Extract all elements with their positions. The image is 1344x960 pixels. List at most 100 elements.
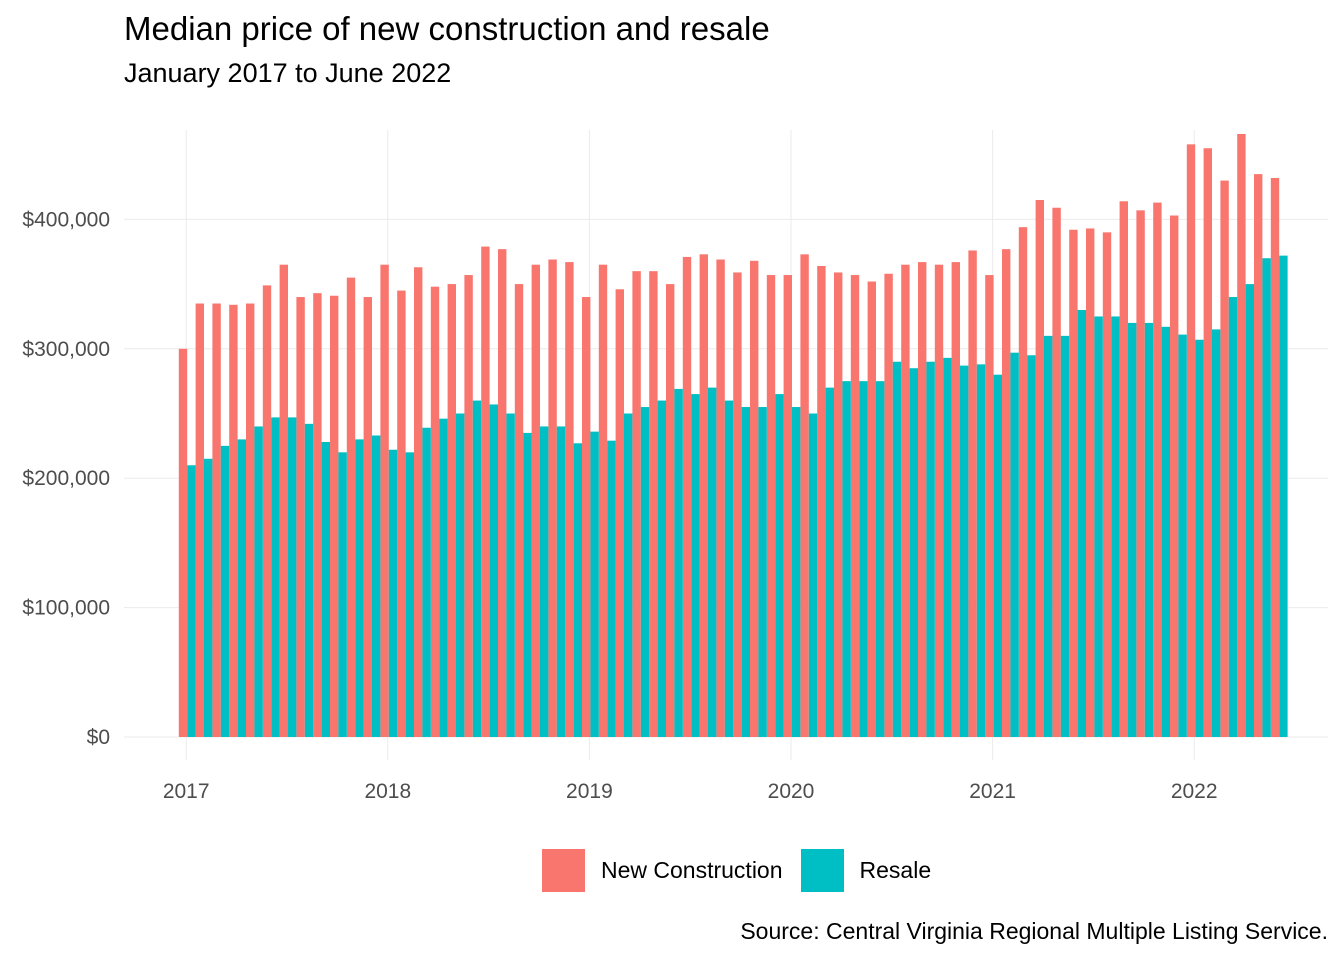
legend-key-resale [800,848,844,892]
resale-bar [489,404,498,737]
x-tick-label: 2018 [364,780,411,803]
resale-bar [724,400,734,737]
resale-bar [1178,334,1187,737]
new-construction-bar [565,262,574,737]
resale-bar [825,387,834,737]
new-construction-bar [1186,144,1196,738]
x-tick-label: 2021 [969,780,1016,803]
new-construction-bar [582,297,591,737]
new-construction-bar [649,271,658,737]
resale-bar [372,435,381,737]
resale-bar [926,361,935,737]
resale-bar [338,452,347,737]
y-tick-label: $400,000 [22,208,110,231]
new-construction-bar [380,264,389,737]
new-construction-bar [834,272,843,737]
resale-bar [758,407,767,737]
resale-bar [657,400,666,737]
resale-bar [1195,339,1204,737]
new-construction-bar [346,277,356,737]
legend-label-resale: Resale [859,856,932,883]
resale-bar [590,431,599,737]
resale-bar [472,400,482,737]
resale-bar [271,417,280,737]
new-construction-bar [682,256,692,737]
resale-bar [1212,329,1221,737]
new-construction-bar [363,297,372,737]
resale-bar [1128,322,1137,737]
new-construction-bar [884,273,893,737]
new-construction-bar [1153,202,1162,737]
new-construction-bar [414,267,423,737]
resale-bar [506,413,515,737]
resale-bar [556,426,566,737]
resale-bar [808,413,818,737]
resale-bar [960,365,969,737]
new-construction-bar [666,284,675,737]
resale-bar [859,381,868,737]
new-construction-bar [397,290,406,737]
new-construction-bar [1052,207,1061,737]
new-construction-bar [1203,148,1212,738]
resale-bar [792,407,801,737]
new-construction-bar [968,250,977,737]
y-axis-ticks: $0 $100,000 $200,000 $300,000 $400,000 [22,208,110,749]
new-construction-bar [951,262,960,737]
new-construction-bar [279,264,288,737]
new-construction-bar [1136,210,1145,738]
new-construction-bar [481,246,490,737]
new-construction-bar [1170,215,1179,737]
new-construction-bar [212,303,221,737]
new-construction-bar [934,264,944,737]
resale-bar [439,418,448,737]
new-construction-bar [699,254,708,737]
resale-bar [993,374,1002,737]
resale-bar [355,439,364,737]
resale-bar [1111,316,1120,737]
resale-bar [288,417,297,737]
new-construction-bar [514,284,524,737]
resale-bar [422,427,431,737]
new-construction-bar [330,295,339,737]
new-construction-bar [716,259,725,737]
new-construction-bar [1270,177,1280,738]
new-construction-bar [615,289,624,737]
new-construction-bar [1119,201,1128,737]
x-tick-label: 2017 [163,780,210,803]
resale-bar [708,387,717,737]
new-construction-bar [296,297,305,737]
resale-bar [1228,297,1238,737]
new-construction-bar [1002,249,1011,737]
resale-bar [1077,309,1086,737]
new-construction-bar [178,348,188,737]
new-construction-bar [733,272,742,737]
resale-bar [674,388,683,737]
legend-label-new-construction: New Construction [601,856,783,883]
resale-bar [220,445,230,737]
new-construction-bar [850,275,860,737]
x-tick-label: 2019 [566,780,613,803]
resale-bar [388,449,398,737]
resale-bar [237,439,246,737]
new-construction-bar [1035,199,1044,738]
resale-bar [876,381,885,737]
new-construction-bar [783,275,792,737]
new-construction-bar [867,281,876,737]
new-construction-bar [548,259,557,737]
resale-bar [405,452,414,737]
resale-bar [607,440,616,737]
resale-bar [304,423,314,737]
resale-bar [640,407,650,737]
resale-bar [573,443,582,737]
resale-bar [1094,316,1103,737]
resale-bar [976,364,986,737]
new-construction-bar [598,264,608,737]
resale-bar [842,381,851,737]
chart-title: Median price of new construction and res… [124,10,770,47]
resale-bar [741,407,750,737]
resale-bar [943,357,952,737]
chart-caption: Source: Central Virginia Regional Multip… [740,918,1328,944]
new-construction-bar [447,284,456,737]
new-construction-bar [1237,134,1246,737]
